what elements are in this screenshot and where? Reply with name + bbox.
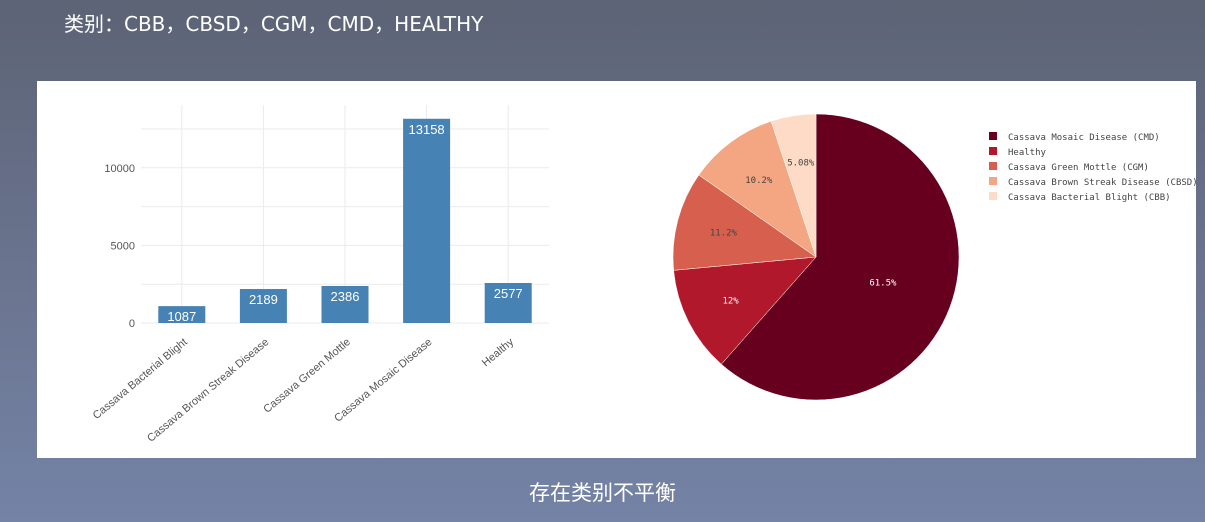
legend-label[interactable]: Cassava Bacterial Blight (CBB)	[1008, 193, 1171, 203]
bar[interactable]	[403, 118, 451, 324]
bar-value-label: 2577	[494, 286, 523, 301]
bar[interactable]	[239, 289, 287, 323]
legend-label[interactable]: Cassava Green Mottle (CGM)	[1008, 163, 1149, 173]
legend-label[interactable]: Cassava Mosaic Disease (CMD)	[1008, 133, 1160, 143]
bar-value-label: 2386	[331, 289, 360, 304]
pie-slice[interactable]	[673, 256, 817, 365]
bar-chart: 0 5000 10000 1087 Cassava Bacterial Blight 21…	[91, 105, 549, 445]
x-tick-label: Cassava Bacterial Blight	[91, 336, 190, 422]
pie-slice-label: 5.08%	[787, 158, 815, 168]
pie-slice[interactable]	[698, 120, 817, 258]
legend-swatch[interactable]	[989, 162, 997, 170]
legend-label[interactable]: Healthy	[1008, 148, 1047, 158]
pie-slice[interactable]	[672, 174, 817, 271]
pie-slice-label: 10.2%	[745, 176, 773, 186]
bar-value-label: 1087	[167, 309, 196, 324]
chart-panel: 0 5000 10000 1087 Cassava Bacterial Blight 21…	[37, 81, 1196, 458]
page-title: 类别：CBB，CBSD，CGM，CMD，HEALTHY	[64, 12, 484, 36]
x-tick-label: Cassava Green Mottle	[261, 336, 353, 416]
bar-value-label: 2189	[249, 292, 278, 307]
bar-value-label: 13158	[409, 122, 445, 137]
bar[interactable]	[321, 285, 369, 323]
y-tick-label: 5000	[111, 240, 135, 252]
pie-slice-label: 12%	[722, 296, 739, 306]
legend-swatch[interactable]	[989, 192, 997, 200]
legend-label[interactable]: Cassava Brown Streak Disease (CBSD)	[1008, 178, 1196, 188]
slide-caption: 存在类别不平衡	[529, 481, 676, 505]
x-tick-label: Healthy	[480, 336, 517, 369]
bar[interactable]	[158, 306, 206, 323]
pie-slice-label: 61.5%	[869, 278, 897, 288]
y-tick-label: 0	[129, 318, 135, 330]
pie-slice[interactable]	[770, 113, 817, 258]
pie-slice[interactable]	[720, 113, 960, 401]
pie-legend[interactable]: Cassava Mosaic Disease (CMD) Healthy Cassa…	[989, 132, 1196, 203]
legend-swatch[interactable]	[989, 177, 997, 185]
bar[interactable]	[484, 282, 532, 323]
legend-swatch[interactable]	[989, 147, 997, 155]
charts-svg: 0 5000 10000 1087 Cassava Bacterial Blight 21…	[91, 105, 1196, 445]
legend-swatch[interactable]	[989, 132, 997, 140]
pie-chart: 61.5% 12% 11.2% 10.2% 5.08%	[672, 113, 960, 401]
y-tick-label: 10000	[104, 163, 135, 175]
pie-slice-label: 11.2%	[710, 228, 738, 238]
